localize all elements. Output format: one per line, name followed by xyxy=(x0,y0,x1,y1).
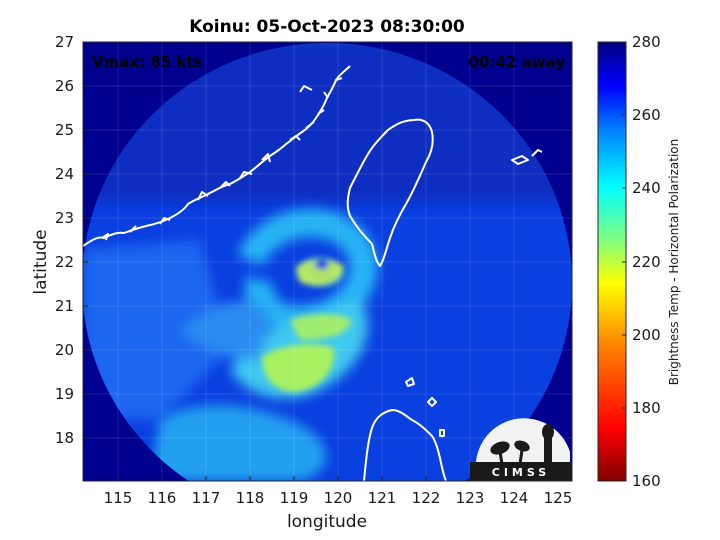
y-tick-label: 23 xyxy=(55,209,74,227)
logo-text: CIMSS xyxy=(492,466,550,479)
colorbar-scale xyxy=(597,41,627,482)
colorbar-tick: 240 xyxy=(632,179,661,197)
y-tick-label: 24 xyxy=(55,165,74,183)
x-tick-label: 123 xyxy=(456,489,485,507)
x-tick-label: 125 xyxy=(544,489,573,507)
x-tick-label: 121 xyxy=(368,489,397,507)
y-tick-label: 27 xyxy=(55,33,74,51)
y-tick-label: 22 xyxy=(55,253,74,271)
ryukyu xyxy=(511,149,543,165)
x-tick-label: 122 xyxy=(412,489,441,507)
y-tick-label: 18 xyxy=(55,429,74,447)
luzon xyxy=(363,409,447,481)
coastlines xyxy=(83,65,543,481)
china-coast-detail xyxy=(101,77,343,241)
colorbar-tick: 220 xyxy=(632,253,661,271)
colorbar-tick: 260 xyxy=(632,106,661,124)
x-axis-label: longitude xyxy=(287,512,367,532)
y-tick-label: 25 xyxy=(55,121,74,139)
x-tick-label: 116 xyxy=(148,489,177,507)
x-tick-label: 118 xyxy=(236,489,265,507)
grid xyxy=(83,42,572,481)
satellite-swath xyxy=(83,43,572,481)
map-area xyxy=(83,42,572,481)
y-tick-label: 21 xyxy=(55,297,74,315)
y-ticks: 18 19 20 21 22 23 24 25 26 27 xyxy=(55,33,88,447)
cimss-logo: CIMSS xyxy=(470,418,572,481)
vmax-label: Vmax: 85 kts xyxy=(92,53,202,71)
x-tick-label: 120 xyxy=(324,489,353,507)
x-tick-label: 115 xyxy=(104,489,133,507)
batanes xyxy=(405,377,445,437)
colorbar: 280 260 240 220 200 180 160 Brightness T… xyxy=(597,33,681,490)
x-tick-label: 117 xyxy=(192,489,221,507)
y-tick-label: 26 xyxy=(55,77,74,95)
time-away-label: 00:42 away xyxy=(469,53,566,71)
x-tick-label: 119 xyxy=(280,489,309,507)
plot-title: Koinu: 05-Oct-2023 08:30:00 xyxy=(189,17,465,37)
colorbar-tick: 180 xyxy=(632,399,661,417)
x-ticks: 115 116 117 118 119 120 121 122 123 124 … xyxy=(104,476,573,507)
y-tick-label: 19 xyxy=(55,385,74,403)
colorbar-tick: 280 xyxy=(632,33,661,51)
colorbar-tick: 160 xyxy=(632,472,661,490)
colorbar-label: Brightness Temp - Horizontal Polarizatio… xyxy=(667,139,681,386)
y-tick-label: 20 xyxy=(55,341,74,359)
colorbar-tick: 200 xyxy=(632,326,661,344)
y-axis-label: latitude xyxy=(31,229,51,294)
x-tick-label: 124 xyxy=(500,489,529,507)
taiwan xyxy=(346,118,434,267)
